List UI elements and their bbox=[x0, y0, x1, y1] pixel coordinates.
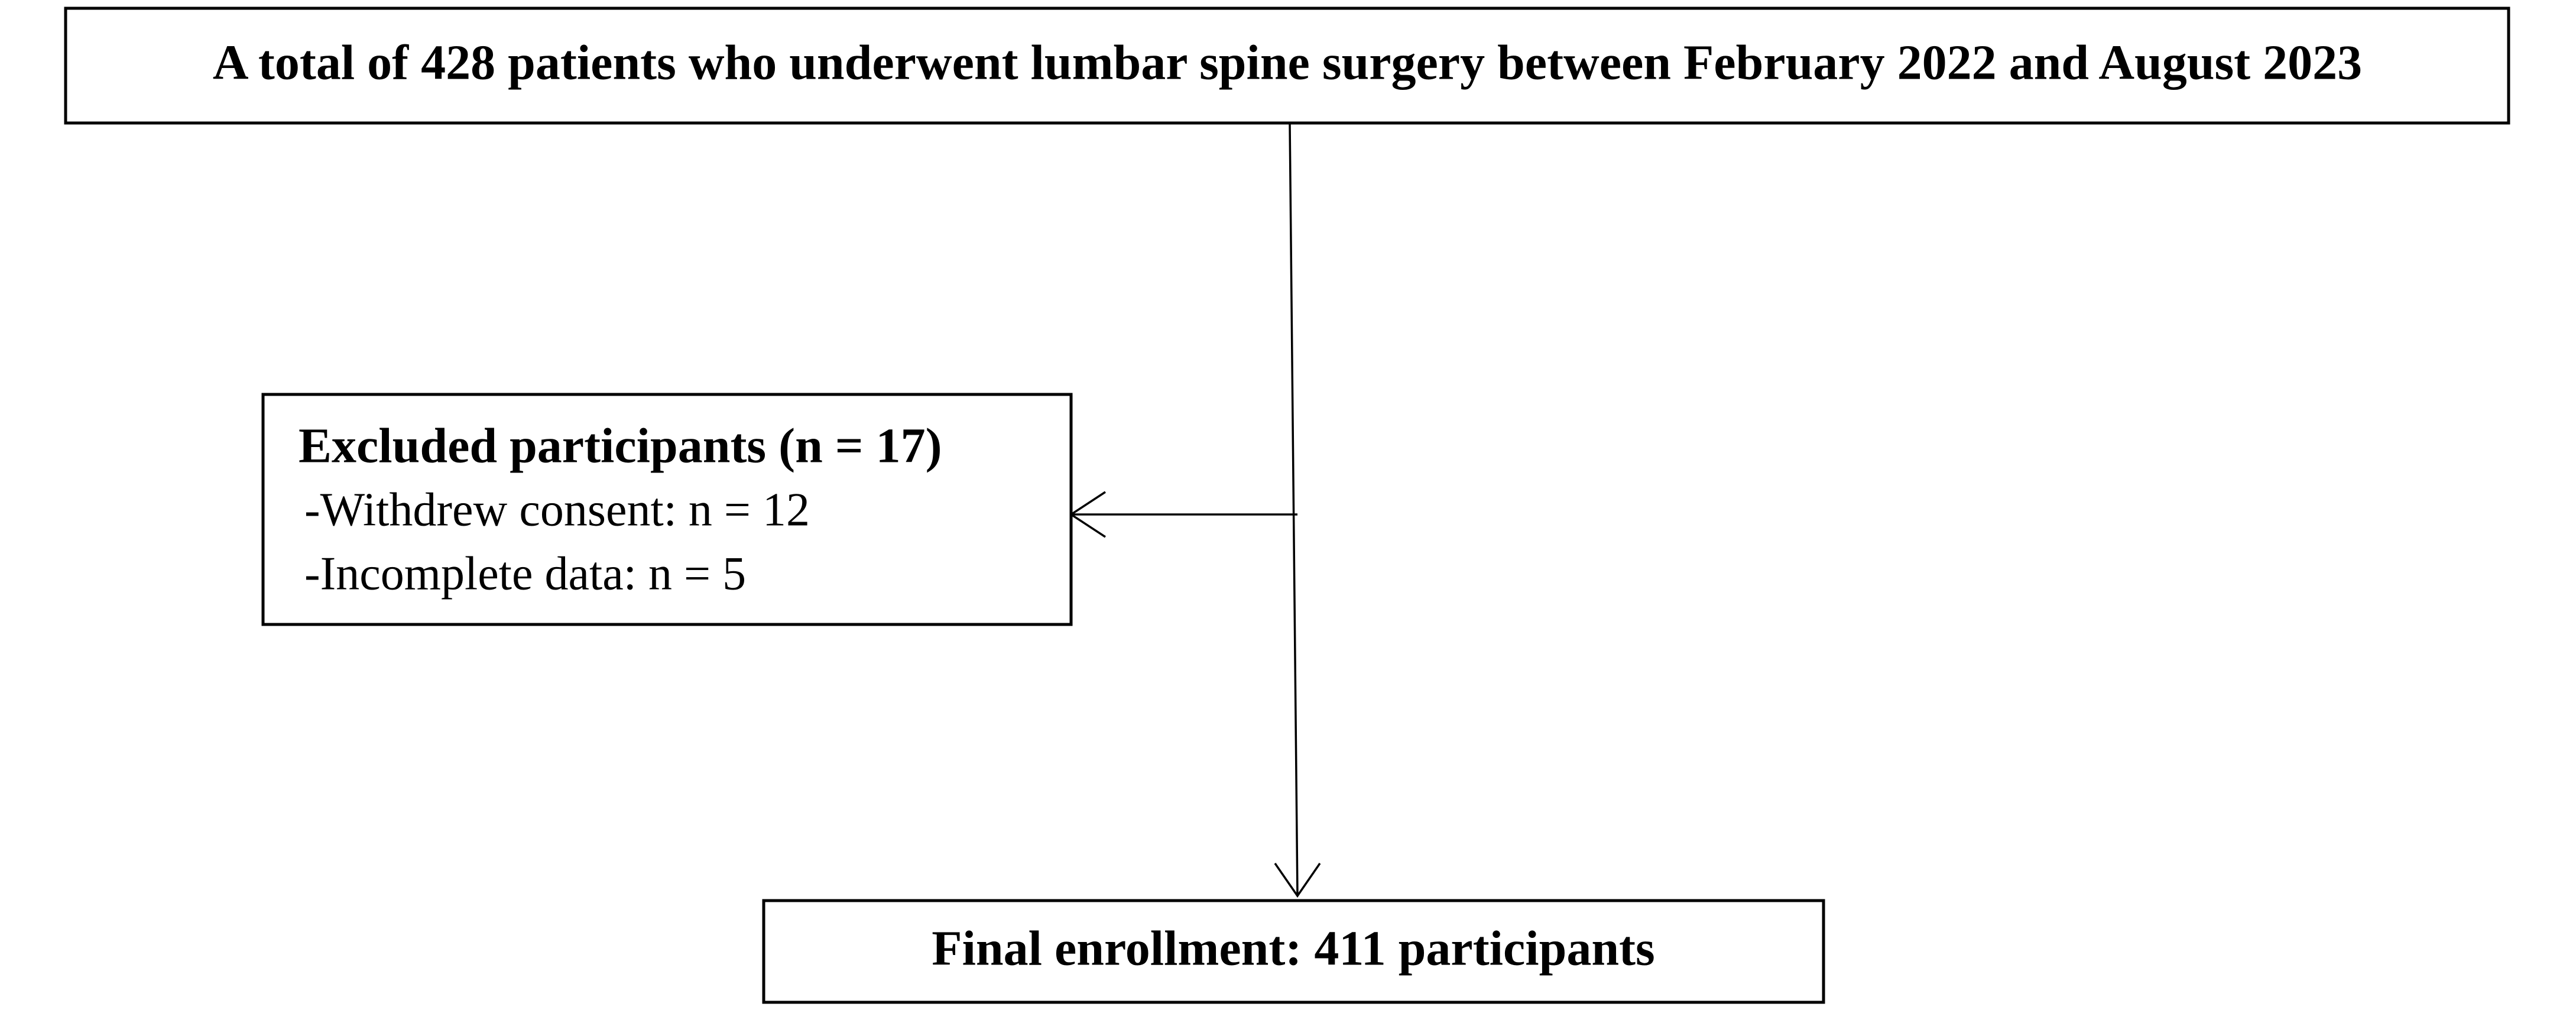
excluded-title: Excluded participants (n = 17) bbox=[299, 418, 942, 473]
final-box-text: Final enrollment: 411 participants bbox=[932, 921, 1654, 976]
top-box bbox=[64, 7, 2510, 125]
arrowhead-down bbox=[1274, 863, 1321, 898]
final-box bbox=[762, 899, 1825, 1004]
excluded-box bbox=[261, 393, 1073, 626]
vertical-connector bbox=[1289, 122, 1299, 896]
excluded-item: -Withdrew consent: n = 12 bbox=[304, 484, 810, 536]
excluded-item: -Incomplete data: n = 5 bbox=[304, 548, 746, 600]
top-box-text: A total of 428 patients who underwent lu… bbox=[213, 35, 2362, 90]
